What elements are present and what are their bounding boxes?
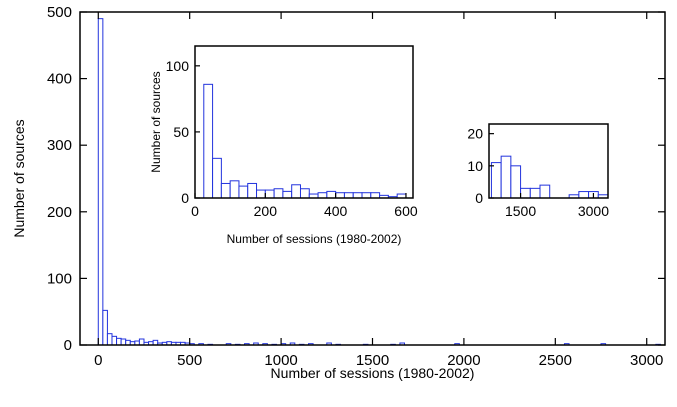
inset2-xtick-label-1: 3000 (578, 203, 609, 219)
inset1-ytick-label-0: 0 (181, 190, 189, 206)
inset2-ytick-label-2: 20 (467, 126, 483, 142)
main-xtick-label-5: 2500 (539, 352, 572, 369)
inset1-bar-8 (264, 189, 275, 199)
main-ytick-label-5: 500 (47, 4, 72, 21)
main-xtick-label-0: 0 (94, 352, 102, 369)
inset2-bar-3 (520, 187, 531, 199)
inset1-xtick-label-2: 400 (324, 203, 348, 219)
inset1-xtick-label-1: 200 (254, 203, 278, 219)
inset1-bar-7 (256, 189, 266, 199)
inset2-bar-2 (510, 165, 522, 199)
inset1-bar-11 (291, 184, 301, 199)
main-bar-0 (97, 18, 104, 346)
main-ytick-label-0: 0 (64, 337, 72, 354)
inset2-bar-0 (490, 162, 502, 199)
main-bar-1 (102, 309, 108, 346)
main-ytick-label-4: 400 (47, 71, 72, 88)
inset2-ytick-label-0: 0 (475, 190, 483, 206)
inset1-bar-12 (299, 188, 310, 199)
inset1-bar-10 (282, 190, 293, 199)
inset1-ytick-label-2: 100 (166, 58, 190, 74)
main-bar-2 (106, 333, 113, 346)
inset1-bar-3 (220, 182, 231, 199)
inset2-ytick-label-1: 10 (467, 158, 483, 174)
inset2-bar-4 (529, 187, 541, 199)
main-y-axis-label: Number of sources (11, 119, 27, 237)
main-ytick-label-1: 100 (47, 270, 72, 287)
main-xtick-label-1: 500 (177, 352, 202, 369)
inset1-bar-9 (273, 188, 284, 199)
main-ytick-label-2: 200 (47, 204, 72, 221)
main-xtick-label-2: 1000 (264, 352, 297, 369)
inset1-bar-2 (212, 157, 222, 199)
inset-plot-low-range: 0 200 400 600 0 50 100 Number of sessions (1980… (149, 45, 418, 246)
inset1-bar-4 (229, 180, 240, 199)
main-bar-4 (116, 337, 122, 346)
main-x-axis-label: Number of sessions (1980-2002) (271, 365, 475, 381)
main-xtick-label-6: 3000 (630, 352, 663, 369)
main-ytick-label-3: 300 (47, 137, 72, 154)
inset1-xtick-label-0: 0 (191, 203, 199, 219)
inset1-bar-18 (352, 192, 363, 199)
main-bar-9 (138, 338, 145, 346)
inset1-bar-20 (370, 192, 381, 199)
inset1-bar-6 (247, 182, 258, 199)
inset-plot-high-range: 1500 3000 0 10 20 (467, 123, 609, 219)
inset1-bar-19 (361, 192, 372, 199)
main-xtick-label-3: 1500 (356, 352, 389, 369)
main-bar-3 (111, 335, 118, 346)
inset1-plot-area (195, 46, 413, 198)
main-bar-5 (120, 338, 127, 346)
inset1-bar-17 (343, 192, 354, 199)
inset2-bar-1 (500, 155, 512, 199)
inset2-xtick-label-0: 1500 (505, 203, 536, 219)
inset1-xtick-label-3: 600 (394, 203, 418, 219)
inset2-bar-5 (539, 184, 551, 199)
inset1-bar-5 (238, 185, 249, 199)
inset1-x-axis-label: Number of sessions (1980-2002) (227, 232, 402, 246)
inset1-bar-1 (203, 83, 214, 199)
main-xtick-label-4: 2000 (447, 352, 480, 369)
inset1-bar-15 (326, 190, 337, 199)
inset1-frame (194, 45, 414, 199)
inset1-ytick-label-1: 50 (173, 124, 189, 140)
inset1-bar-14 (317, 192, 328, 199)
inset2-bar-7 (578, 191, 590, 199)
inset2-frame (488, 123, 609, 199)
inset1-y-axis-label: Number of sources (149, 71, 163, 172)
inset1-bar-16 (335, 192, 345, 199)
